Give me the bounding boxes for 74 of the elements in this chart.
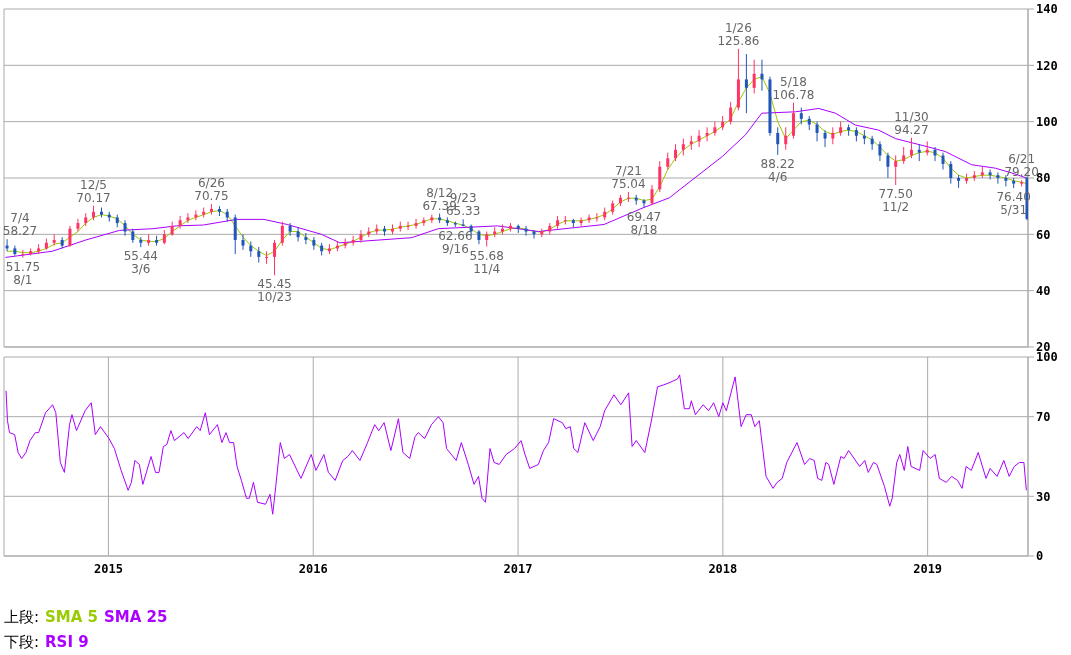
y-tick-label: 0 xyxy=(1036,549,1044,564)
candlestick xyxy=(886,152,890,179)
candlestick xyxy=(784,126,788,151)
candlestick xyxy=(273,239,277,276)
annotation: 69.47 8/18 xyxy=(626,209,662,237)
y-tick-label: 60 xyxy=(1036,227,1051,242)
y-tick-label: 30 xyxy=(1036,489,1051,504)
legend-title: 下段: xyxy=(4,633,40,651)
x-tick-label: 2016 xyxy=(298,561,328,576)
candlestick xyxy=(713,121,717,137)
candlestick xyxy=(894,154,898,186)
candlestick xyxy=(776,126,780,156)
candlestick xyxy=(280,221,284,247)
candlestick xyxy=(123,219,127,237)
legend-title: 上段: xyxy=(4,608,40,626)
annotation: 11/30 94.27 xyxy=(894,109,929,137)
candlestick xyxy=(587,214,591,224)
candlestick xyxy=(265,250,269,265)
y-tick-label: 120 xyxy=(1036,58,1058,73)
candlestick xyxy=(752,59,756,94)
candlestick xyxy=(414,218,418,230)
annotation: 51.75 8/1 xyxy=(5,259,41,287)
annotation: 77.50 11/2 xyxy=(878,187,913,215)
annotation: 88.22 4/6 xyxy=(760,156,795,184)
y-tick-label: 140 xyxy=(1036,2,1058,17)
annotation: 55.68 11/4 xyxy=(469,248,504,276)
annotation: 5/18 106.78 xyxy=(772,74,815,102)
y-tick-label: 100 xyxy=(1036,114,1058,129)
annotation: 6/26 70.75 xyxy=(194,176,229,204)
candlestick xyxy=(1004,174,1008,187)
candlestick xyxy=(312,236,316,251)
candlestick xyxy=(792,102,795,140)
candlestick xyxy=(823,129,827,148)
candlestick xyxy=(178,215,182,230)
candlestick xyxy=(186,212,190,224)
candlestick xyxy=(524,225,528,237)
candlestick xyxy=(815,121,819,142)
candlestick xyxy=(579,216,583,227)
candlestick xyxy=(626,191,630,203)
x-tick-label: 2015 xyxy=(93,561,123,576)
candlestick xyxy=(988,169,992,180)
text: SMA 25 xyxy=(104,608,168,626)
annotation: 7/21 75.04 xyxy=(611,163,646,191)
x-tick-label: 2019 xyxy=(913,561,943,576)
candlestick xyxy=(68,225,72,248)
candlestick xyxy=(304,232,308,245)
candlestick xyxy=(949,160,953,185)
text: SMA 5 xyxy=(45,608,99,626)
candlestick xyxy=(288,222,292,237)
candlestick xyxy=(241,233,245,251)
annotation: 1/26 125.86 xyxy=(717,20,760,48)
annotation: 45.45 10/23 xyxy=(257,277,292,305)
x-tick-label: 2017 xyxy=(503,561,533,576)
candlestick xyxy=(658,160,662,193)
candlestick xyxy=(941,152,945,171)
candlestick xyxy=(76,218,80,233)
candlestick xyxy=(744,53,748,114)
text: RSI 9 xyxy=(45,633,89,651)
candlestick xyxy=(650,184,654,206)
annotation: 7/4 58.27 xyxy=(2,211,38,239)
candlestick xyxy=(996,171,1000,185)
candlestick xyxy=(705,126,709,142)
candlestick xyxy=(406,221,410,231)
annotation: 12/5 70.17 xyxy=(76,177,111,205)
y-tick-label: 70 xyxy=(1036,409,1051,424)
candlestick xyxy=(595,212,599,223)
annotation: 55.44 3/6 xyxy=(123,249,158,277)
y-tick-label: 100 xyxy=(1036,350,1058,365)
candlestick xyxy=(359,229,363,244)
candlestick xyxy=(878,140,882,162)
candlestick xyxy=(729,101,733,125)
y-tick-label: 40 xyxy=(1036,283,1051,298)
x-tick-label: 2018 xyxy=(708,561,738,576)
candlestick xyxy=(233,214,237,255)
